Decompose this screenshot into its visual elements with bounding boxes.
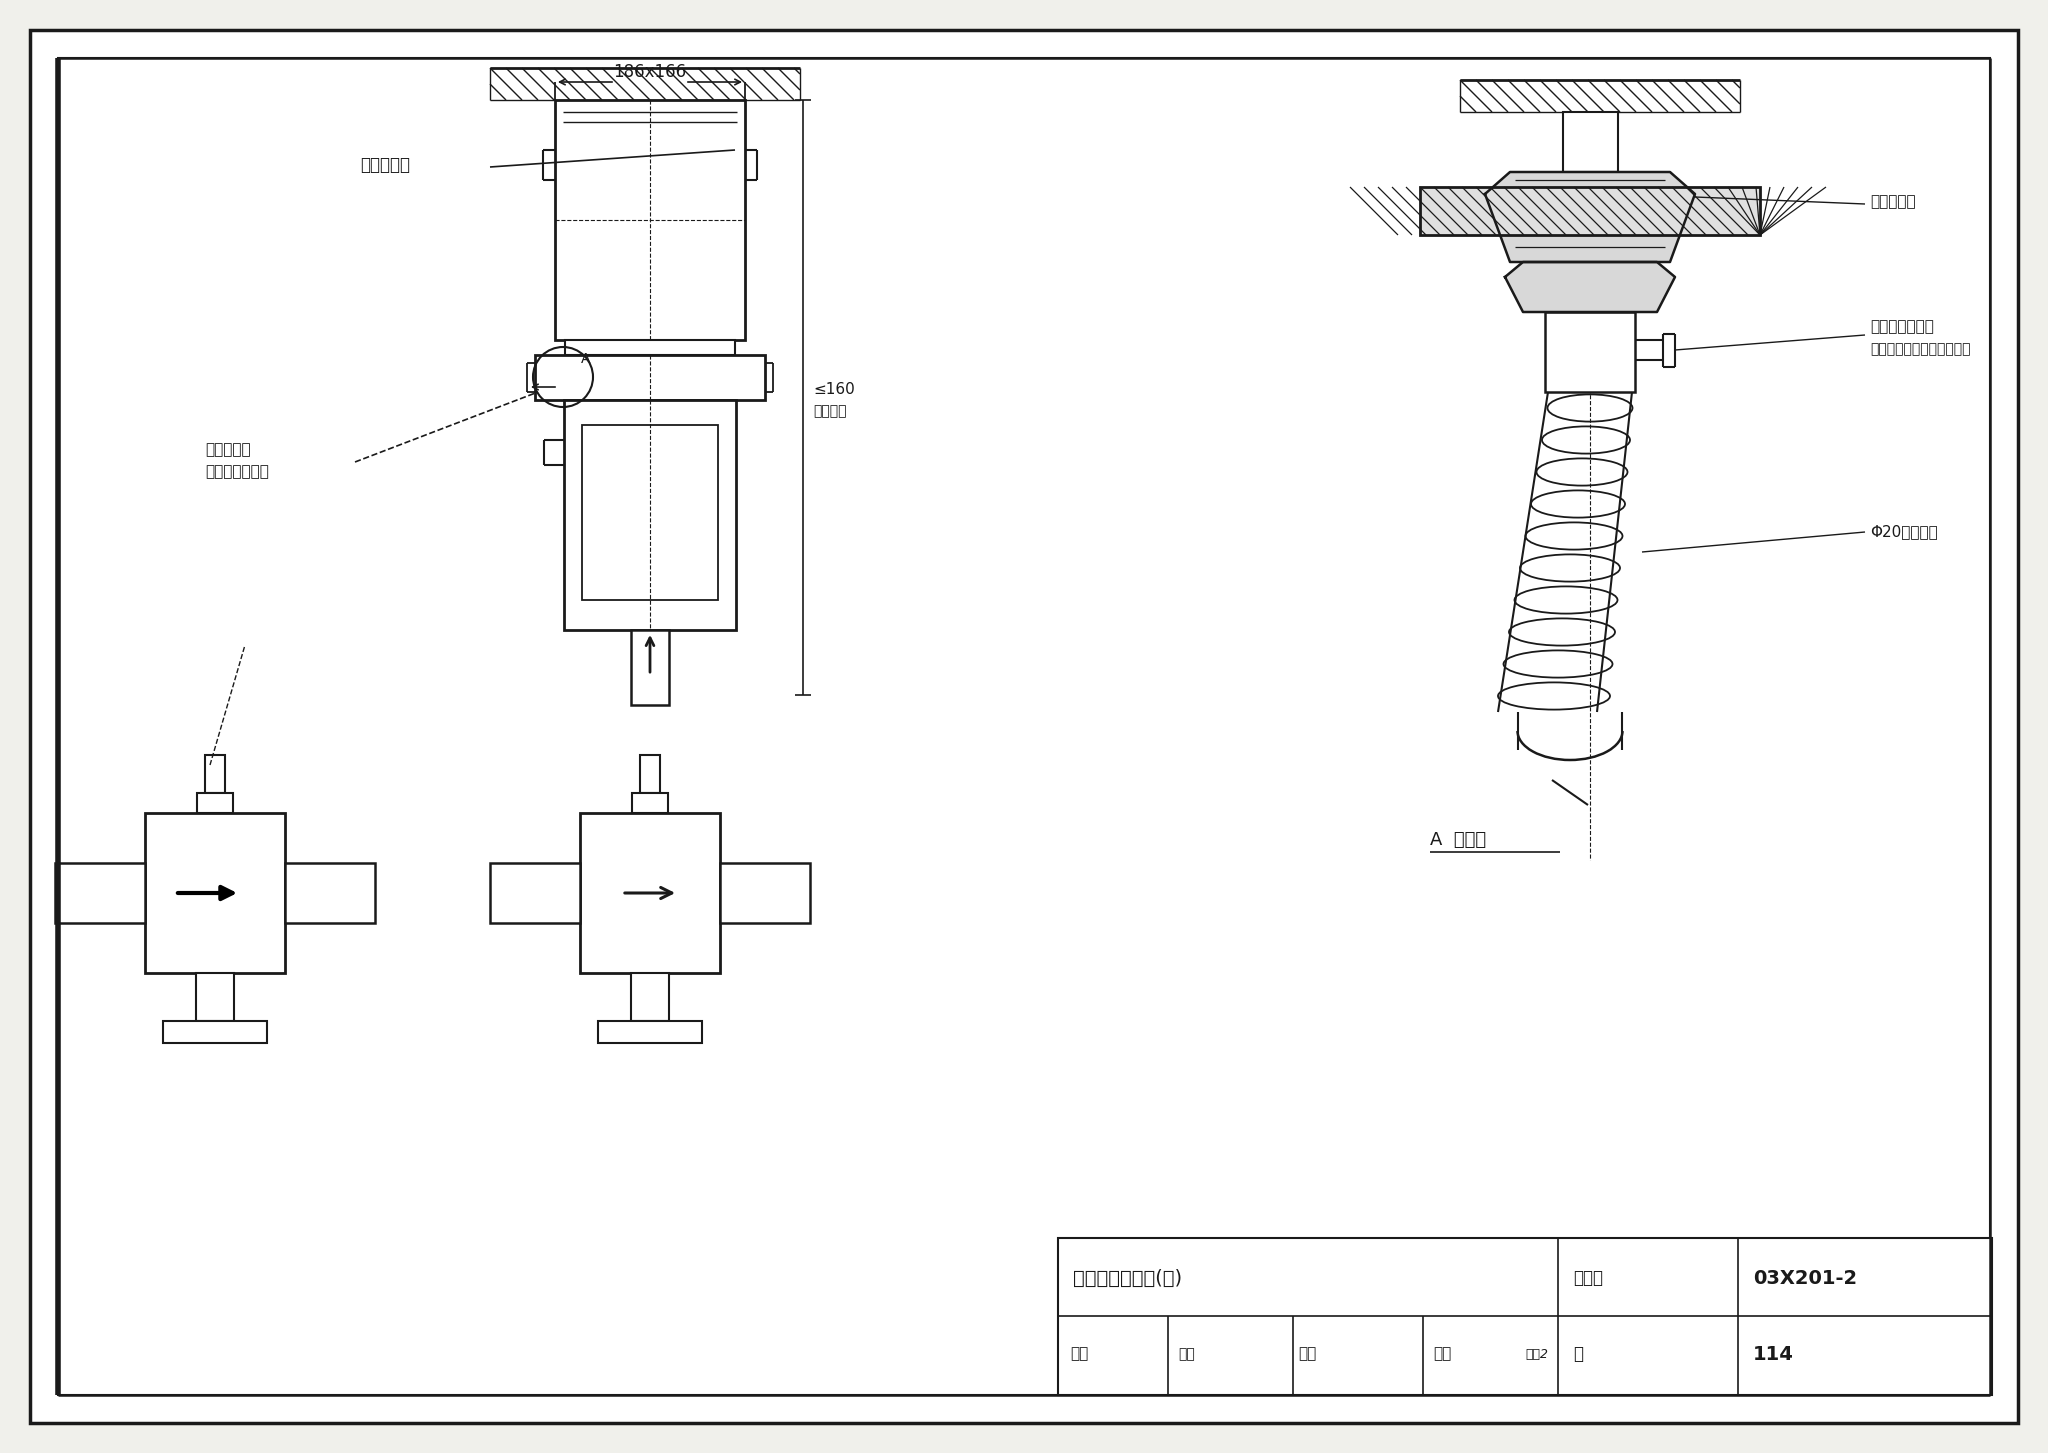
- Bar: [633, 793, 668, 814]
- Text: 审核: 审核: [1069, 1347, 1087, 1361]
- Text: 穿控制线用: 穿控制线用: [205, 443, 250, 458]
- Text: 阀门驱动器: 阀门驱动器: [1870, 195, 1915, 209]
- Bar: [145, 814, 285, 974]
- Bar: [639, 756, 659, 793]
- Bar: [164, 1021, 266, 1043]
- Bar: [55, 863, 145, 923]
- Bar: [205, 756, 225, 793]
- Bar: [1059, 1238, 1993, 1395]
- Bar: [489, 863, 580, 923]
- Text: 114: 114: [1753, 1344, 1794, 1363]
- Text: Φ20金属软管: Φ20金属软管: [1870, 525, 1937, 539]
- Text: 阀门执行器安装(二): 阀门执行器安装(二): [1073, 1268, 1182, 1287]
- Bar: [1544, 312, 1634, 392]
- Text: A  放大图: A 放大图: [1430, 831, 1487, 849]
- Text: 图集号: 图集号: [1573, 1268, 1604, 1287]
- Bar: [580, 814, 721, 974]
- Text: 金属软管连接头: 金属软管连接头: [1870, 320, 1933, 334]
- Text: 阀门执行器: 阀门执行器: [360, 155, 410, 174]
- Bar: [1419, 187, 1759, 235]
- Text: 签名2: 签名2: [1526, 1347, 1548, 1360]
- Bar: [1563, 112, 1618, 171]
- Text: 设计: 设计: [1434, 1347, 1452, 1361]
- Text: 签名: 签名: [1178, 1347, 1194, 1361]
- Text: 金属软管接头处: 金属软管接头处: [205, 465, 268, 479]
- Bar: [721, 863, 811, 923]
- Bar: [535, 355, 766, 400]
- Bar: [285, 863, 375, 923]
- Bar: [563, 400, 735, 631]
- Text: 03X201-2: 03X201-2: [1753, 1268, 1858, 1287]
- Text: 包括锁紧螺母由安装者自备: 包括锁紧螺母由安装者自备: [1870, 341, 1970, 356]
- Bar: [565, 340, 735, 355]
- Bar: [631, 974, 670, 1021]
- Bar: [197, 793, 233, 814]
- Text: 186x166: 186x166: [614, 62, 686, 81]
- Bar: [631, 631, 670, 705]
- Bar: [582, 424, 719, 600]
- Polygon shape: [1485, 171, 1696, 262]
- Bar: [598, 1021, 702, 1043]
- Text: A: A: [582, 352, 590, 366]
- Text: 拆装距离: 拆装距离: [813, 404, 846, 418]
- Text: ≤160: ≤160: [813, 382, 854, 397]
- Bar: [555, 100, 745, 340]
- Text: 页: 页: [1573, 1345, 1583, 1363]
- Text: 校对: 校对: [1298, 1347, 1317, 1361]
- Bar: [197, 974, 233, 1021]
- Polygon shape: [1505, 262, 1675, 312]
